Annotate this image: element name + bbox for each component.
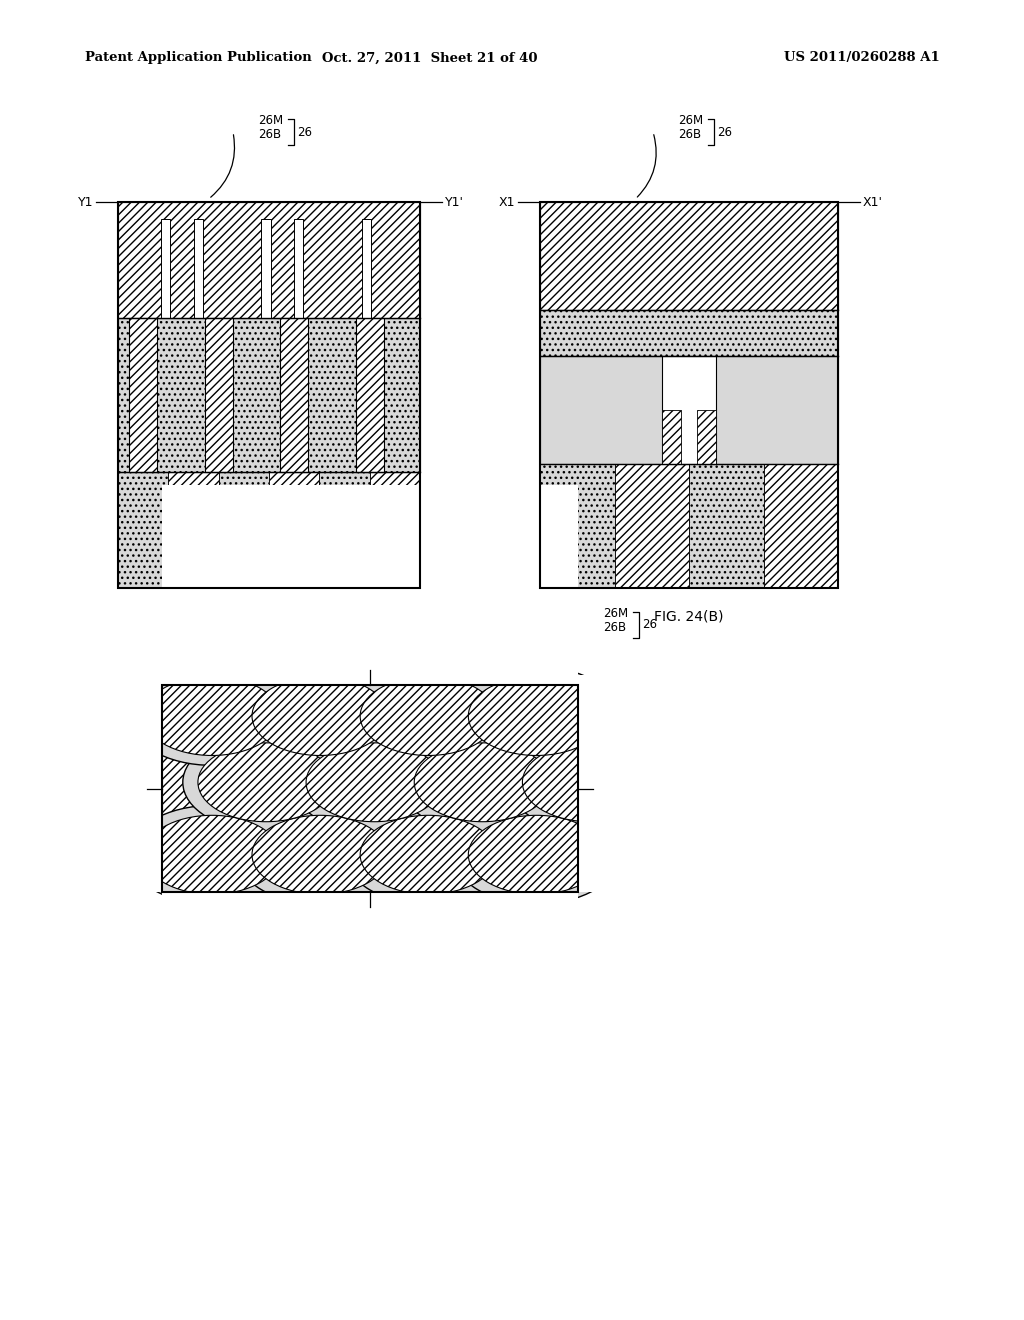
Ellipse shape: [252, 816, 388, 894]
Ellipse shape: [183, 733, 349, 832]
Text: X1: X1: [361, 913, 378, 927]
Bar: [162, 484, 578, 685]
Ellipse shape: [468, 677, 604, 755]
Text: FIG. 24(A): FIG. 24(A): [234, 609, 304, 623]
Text: β: β: [731, 781, 738, 795]
Bar: [168, 473, 219, 587]
Text: 26: 26: [297, 125, 312, 139]
Bar: [205, 318, 232, 473]
Text: Patent Application Publication: Patent Application Publication: [85, 51, 311, 65]
Text: Y1': Y1': [445, 195, 464, 209]
Bar: [118, 318, 420, 473]
Ellipse shape: [360, 677, 497, 755]
Ellipse shape: [237, 667, 403, 766]
Bar: [162, 685, 578, 892]
Bar: [540, 202, 838, 587]
Bar: [370, 473, 420, 587]
Bar: [362, 219, 371, 318]
Text: Y1': Y1': [600, 781, 618, 795]
Bar: [194, 219, 203, 318]
Bar: [614, 465, 689, 587]
Bar: [697, 411, 717, 465]
Ellipse shape: [143, 677, 280, 755]
Bar: [355, 318, 384, 473]
Bar: [0, 675, 162, 892]
Bar: [319, 473, 370, 587]
Bar: [162, 685, 578, 892]
Bar: [161, 219, 170, 318]
Text: α: α: [660, 780, 670, 793]
Ellipse shape: [237, 805, 403, 904]
Text: Y1: Y1: [125, 781, 140, 795]
Ellipse shape: [522, 743, 658, 822]
Ellipse shape: [291, 733, 458, 832]
Bar: [540, 356, 838, 465]
Text: 26B: 26B: [603, 620, 626, 634]
Text: 26: 26: [717, 125, 732, 139]
Bar: [118, 202, 420, 587]
Ellipse shape: [252, 677, 388, 755]
Ellipse shape: [360, 816, 497, 894]
Bar: [764, 465, 838, 587]
Bar: [578, 675, 1024, 892]
Ellipse shape: [468, 816, 604, 894]
Text: 26: 26: [642, 619, 657, 631]
Ellipse shape: [507, 733, 674, 832]
Ellipse shape: [129, 805, 295, 904]
Ellipse shape: [415, 743, 550, 822]
Bar: [219, 473, 269, 587]
Ellipse shape: [306, 743, 442, 822]
Bar: [162, 892, 578, 993]
Bar: [540, 310, 838, 356]
Text: FIG. 24(B): FIG. 24(B): [654, 609, 724, 623]
Bar: [294, 219, 303, 318]
Text: X1': X1': [360, 649, 380, 663]
Text: X1': X1': [863, 195, 883, 209]
Text: Y: Y: [728, 760, 736, 775]
Text: US 2011/0260288 A1: US 2011/0260288 A1: [784, 51, 940, 65]
Bar: [662, 356, 717, 465]
Ellipse shape: [454, 667, 620, 766]
Bar: [129, 318, 157, 473]
Ellipse shape: [143, 816, 280, 894]
Ellipse shape: [454, 805, 620, 904]
Ellipse shape: [345, 667, 511, 766]
Text: X: X: [775, 822, 784, 837]
Text: 26B: 26B: [678, 128, 701, 141]
Bar: [662, 411, 681, 465]
Ellipse shape: [399, 733, 565, 832]
Text: 26M: 26M: [258, 114, 283, 127]
Text: FIG. 24(C): FIG. 24(C): [335, 935, 404, 949]
Bar: [118, 202, 420, 318]
Text: 26M: 26M: [678, 114, 703, 127]
Ellipse shape: [198, 743, 334, 822]
Text: 26B: 26B: [258, 128, 281, 141]
Bar: [540, 202, 838, 310]
Ellipse shape: [129, 667, 295, 766]
Text: X1: X1: [499, 195, 515, 209]
Bar: [689, 465, 764, 587]
Bar: [540, 465, 614, 587]
Text: Y1: Y1: [78, 195, 93, 209]
Bar: [269, 473, 319, 587]
Bar: [281, 318, 308, 473]
Bar: [261, 219, 270, 318]
Bar: [118, 473, 168, 587]
Text: 26M: 26M: [603, 607, 628, 620]
Ellipse shape: [345, 805, 511, 904]
Text: Oct. 27, 2011  Sheet 21 of 40: Oct. 27, 2011 Sheet 21 of 40: [323, 51, 538, 65]
